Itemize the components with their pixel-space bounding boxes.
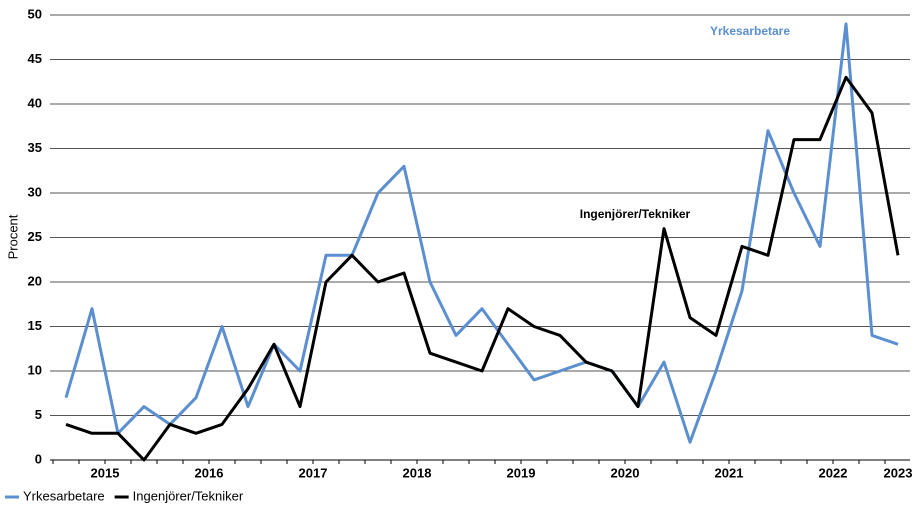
x-tick-label: 2016 bbox=[195, 465, 224, 480]
y-tick-label: 20 bbox=[28, 273, 42, 288]
annotation: Yrkesarbetare bbox=[710, 24, 790, 38]
y-tick-label: 25 bbox=[28, 229, 42, 244]
series-line bbox=[65, 75, 900, 462]
y-tick-label: 30 bbox=[28, 184, 42, 199]
x-tick-label: 2015 bbox=[91, 465, 120, 480]
x-tick-label: 2017 bbox=[299, 465, 328, 480]
y-tick-label: 10 bbox=[28, 362, 42, 377]
y-axis-label: Procent bbox=[5, 214, 20, 259]
x-tick-label: 2023 bbox=[884, 465, 913, 480]
series-line bbox=[64, 22, 899, 444]
legend-label: Yrkesarbetare bbox=[23, 488, 105, 503]
y-tick-label: 50 bbox=[28, 6, 42, 21]
x-tick-label: 2021 bbox=[715, 465, 744, 480]
y-tick-label: 45 bbox=[28, 51, 42, 66]
annotation: Ingenjörer/Tekniker bbox=[580, 207, 691, 221]
y-tick-label: 35 bbox=[28, 140, 42, 155]
legend-label: Ingenjörer/Tekniker bbox=[133, 488, 244, 503]
x-tick-label: 2022 bbox=[819, 465, 848, 480]
x-tick-label: 2018 bbox=[403, 465, 432, 480]
y-tick-label: 0 bbox=[35, 451, 42, 466]
y-tick-label: 40 bbox=[28, 95, 42, 110]
x-tick-label: 2020 bbox=[611, 465, 640, 480]
y-tick-label: 5 bbox=[35, 407, 42, 422]
y-tick-label: 15 bbox=[28, 318, 42, 333]
x-tick-label: 2019 bbox=[507, 465, 536, 480]
